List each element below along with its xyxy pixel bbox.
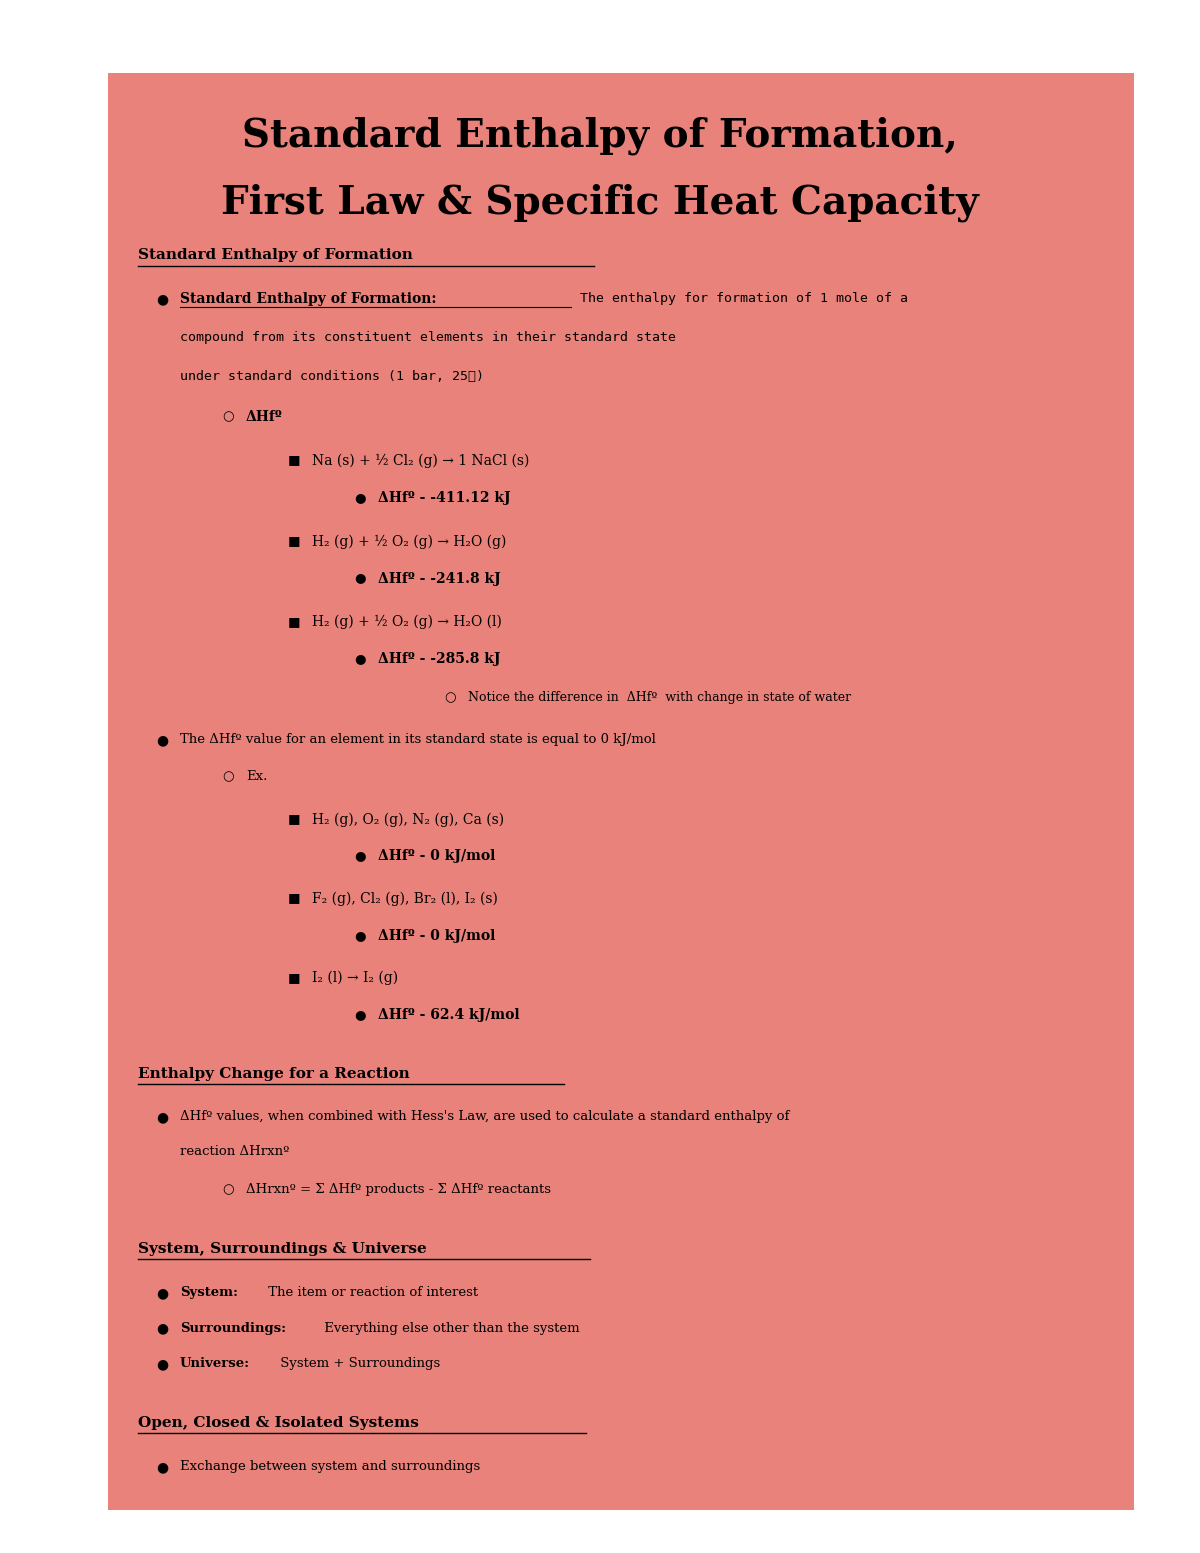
Text: I₂ (l) → I₂ (g): I₂ (l) → I₂ (g) [312, 971, 398, 985]
FancyBboxPatch shape [108, 73, 1134, 1510]
Text: Na (s) + ½ Cl₂ (g) → 1 NaCl (s): Na (s) + ½ Cl₂ (g) → 1 NaCl (s) [312, 453, 529, 467]
Text: ●: ● [156, 1460, 168, 1474]
Text: Notice the difference in  ΔHfº  with change in state of water: Notice the difference in ΔHfº with chang… [468, 691, 851, 704]
Text: ●: ● [156, 733, 168, 747]
Text: ■: ■ [288, 891, 300, 904]
Text: The item or reaction of interest: The item or reaction of interest [264, 1286, 478, 1298]
Text: ΔHfº - -241.8 kJ: ΔHfº - -241.8 kJ [378, 572, 500, 585]
Text: Everything else other than the system: Everything else other than the system [320, 1322, 580, 1334]
Text: ●: ● [354, 849, 366, 862]
Text: compound from its constituent elements in their standard state: compound from its constituent elements i… [180, 331, 676, 343]
Text: F₂ (g), Cl₂ (g), Br₂ (l), I₂ (s): F₂ (g), Cl₂ (g), Br₂ (l), I₂ (s) [312, 891, 498, 905]
Text: ΔHfº - 62.4 kJ/mol: ΔHfº - 62.4 kJ/mol [378, 1008, 520, 1022]
Text: ■: ■ [288, 453, 300, 466]
Text: ΔHfº - -411.12 kJ: ΔHfº - -411.12 kJ [378, 491, 511, 505]
Text: H₂ (g), O₂ (g), N₂ (g), Ca (s): H₂ (g), O₂ (g), N₂ (g), Ca (s) [312, 812, 504, 826]
Text: The ΔHfº value for an element in its standard state is equal to 0 kJ/mol: The ΔHfº value for an element in its sta… [180, 733, 656, 745]
Text: Exchange between system and surroundings: Exchange between system and surroundings [180, 1460, 480, 1472]
Text: ●: ● [156, 292, 168, 306]
Text: System + Surroundings: System + Surroundings [276, 1357, 440, 1370]
Text: H₂ (g) + ½ O₂ (g) → H₂O (l): H₂ (g) + ½ O₂ (g) → H₂O (l) [312, 615, 502, 629]
Text: Universe:: Universe: [180, 1357, 250, 1370]
Text: ■: ■ [288, 534, 300, 547]
Text: ●: ● [354, 652, 366, 665]
Text: Enthalpy Change for a Reaction: Enthalpy Change for a Reaction [138, 1067, 409, 1081]
Text: ●: ● [354, 1008, 366, 1020]
Text: ●: ● [156, 1357, 168, 1371]
Text: Surroundings:: Surroundings: [180, 1322, 286, 1334]
Text: Ex.: Ex. [246, 770, 268, 783]
Text: Open, Closed & Isolated Systems: Open, Closed & Isolated Systems [138, 1416, 419, 1430]
Text: ●: ● [354, 572, 366, 584]
Text: ●: ● [156, 1286, 168, 1300]
Text: ΔHfº - -285.8 kJ: ΔHfº - -285.8 kJ [378, 652, 500, 666]
Text: ●: ● [156, 1110, 168, 1124]
Text: H₂ (g) + ½ O₂ (g) → H₂O (g): H₂ (g) + ½ O₂ (g) → H₂O (g) [312, 534, 506, 548]
Text: ■: ■ [288, 812, 300, 825]
Text: ○: ○ [222, 410, 234, 422]
Text: ●: ● [354, 491, 366, 503]
Text: ○: ○ [444, 691, 456, 704]
Text: ΔHfº - 0 kJ/mol: ΔHfº - 0 kJ/mol [378, 849, 496, 863]
Text: ΔHfº - 0 kJ/mol: ΔHfº - 0 kJ/mol [378, 929, 496, 943]
Text: Standard Enthalpy of Formation:: Standard Enthalpy of Formation: [180, 292, 437, 306]
Text: System:: System: [180, 1286, 238, 1298]
Text: The enthalpy for formation of 1 mole of a: The enthalpy for formation of 1 mole of … [572, 292, 908, 304]
Text: First Law & Specific Heat Capacity: First Law & Specific Heat Capacity [221, 183, 979, 222]
Text: ●: ● [354, 929, 366, 941]
Text: reaction ΔHrxnº: reaction ΔHrxnº [180, 1145, 289, 1157]
Text: System, Surroundings & Universe: System, Surroundings & Universe [138, 1242, 427, 1256]
Text: under standard conditions (1 bar, 25℃): under standard conditions (1 bar, 25℃) [180, 370, 484, 382]
Text: ●: ● [156, 1322, 168, 1336]
Text: ΔHfº values, when combined with Hess's Law, are used to calculate a standard ent: ΔHfº values, when combined with Hess's L… [180, 1110, 790, 1123]
Text: ○: ○ [222, 1183, 234, 1196]
Text: ΔHfº: ΔHfº [246, 410, 283, 424]
Text: Standard Enthalpy of Formation: Standard Enthalpy of Formation [138, 248, 413, 262]
Text: Standard Enthalpy of Formation,: Standard Enthalpy of Formation, [242, 116, 958, 155]
Text: ΔHrxnº = Σ ΔHfº products - Σ ΔHfº reactants: ΔHrxnº = Σ ΔHfº products - Σ ΔHfº reacta… [246, 1183, 551, 1196]
Text: ■: ■ [288, 971, 300, 983]
Text: ■: ■ [288, 615, 300, 627]
Text: ○: ○ [222, 770, 234, 783]
